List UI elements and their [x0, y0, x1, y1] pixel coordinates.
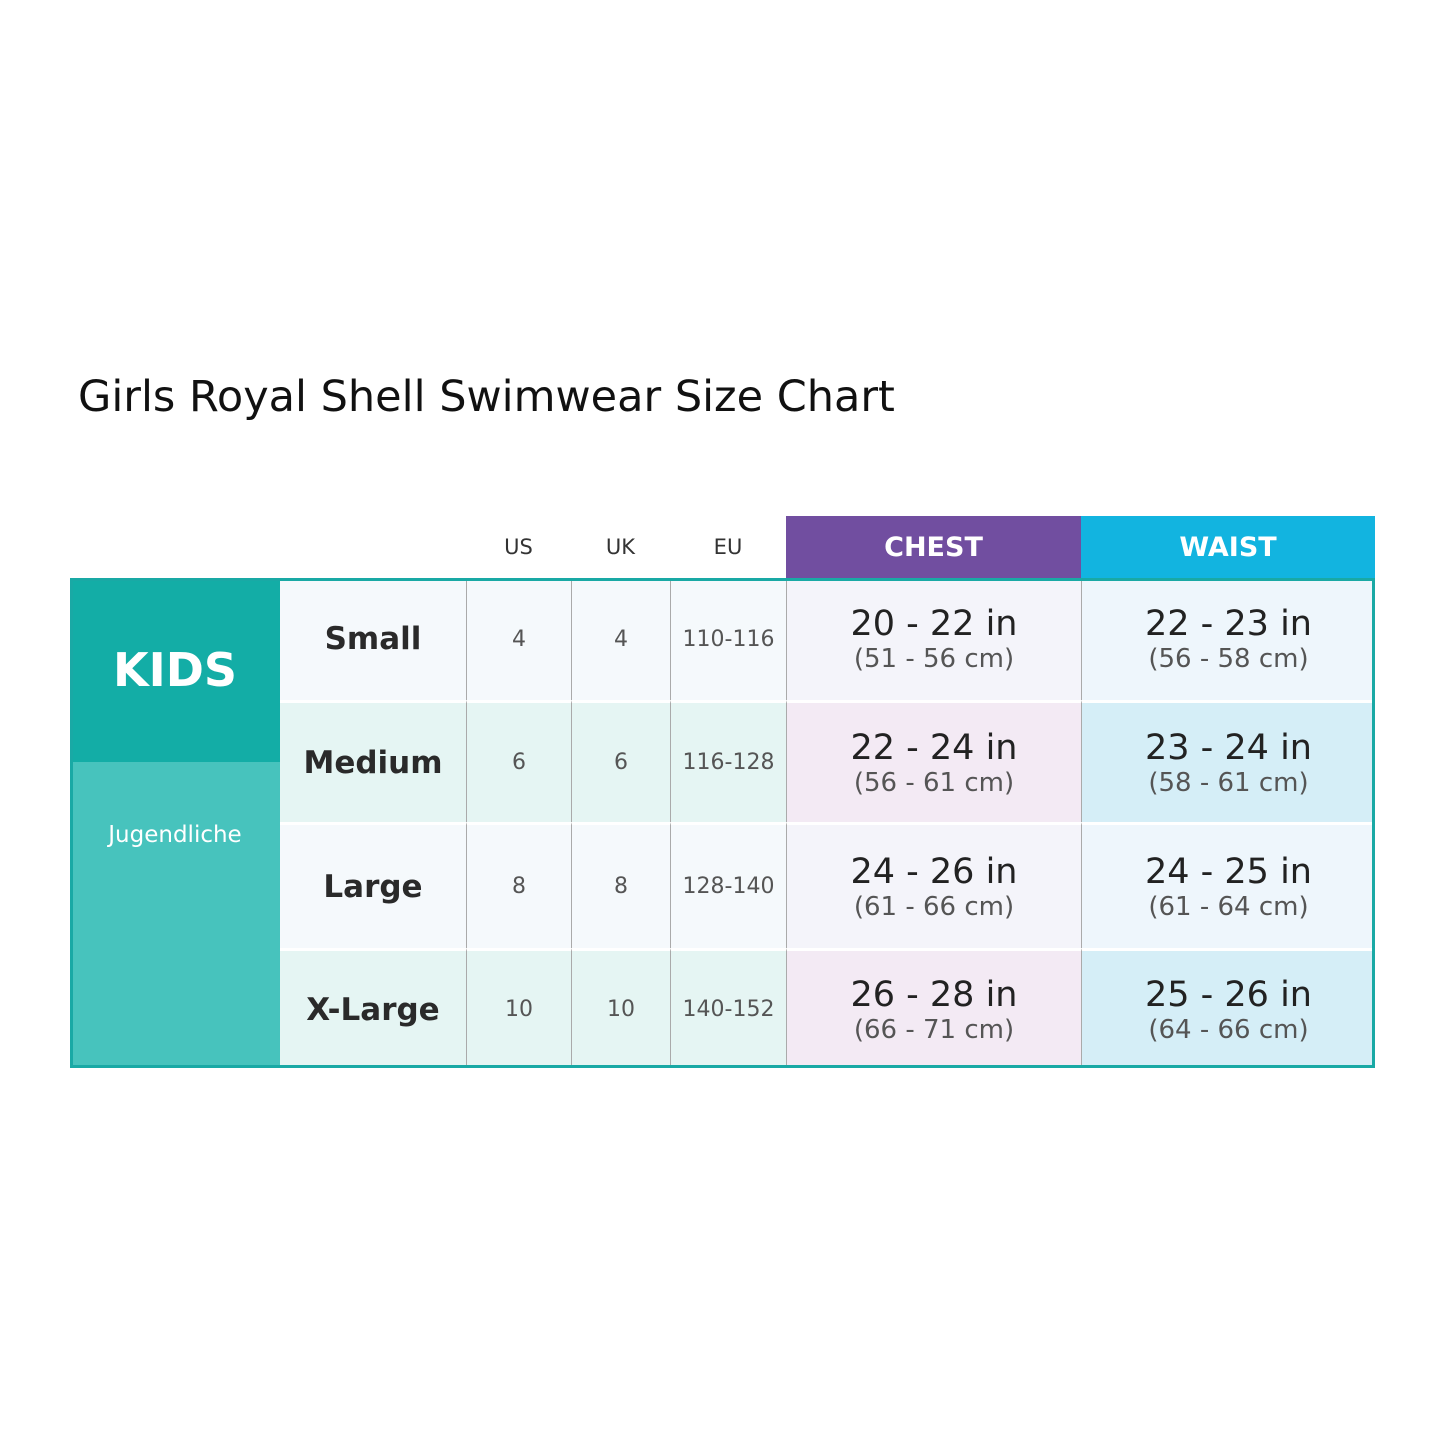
table-cell: 10: [571, 948, 670, 1068]
table-cell: Medium: [280, 700, 466, 822]
table-cell: 4: [466, 578, 571, 700]
size-value: 10: [607, 997, 635, 1022]
table-cell: 26 - 28 in (66 - 71 cm): [786, 948, 1081, 1068]
measure-in: 23 - 24 in: [1145, 727, 1312, 768]
size-name: Large: [323, 868, 423, 905]
measure-in: 26 - 28 in: [850, 974, 1018, 1015]
column-header: EU: [670, 516, 786, 578]
table-cell: 8: [466, 822, 571, 948]
table-cell: 116-128: [670, 700, 786, 822]
size-value: 128-140: [682, 874, 775, 899]
size-value: 4: [614, 626, 628, 652]
column-header: UK: [571, 516, 670, 578]
table-cell: 4: [571, 578, 670, 700]
table-cell: Small: [280, 578, 466, 700]
measure-in: 25 - 26 in: [1145, 974, 1312, 1015]
column-header: US: [466, 516, 571, 578]
size-value: 116-128: [682, 750, 775, 775]
table-cell: Large: [280, 822, 466, 948]
size-value: 6: [614, 750, 628, 775]
table-cell: X-Large: [280, 948, 466, 1068]
size-value: 8: [512, 874, 526, 899]
group-sublabel: Jugendliche: [70, 762, 280, 1068]
measure-cm: (56 - 58 cm): [1148, 644, 1309, 674]
size-value: 8: [614, 874, 628, 899]
size-name: Small: [324, 621, 422, 657]
table-cell: 140-152: [670, 948, 786, 1068]
table-cell: 23 - 24 in (58 - 61 cm): [1081, 700, 1375, 822]
column-header: CHEST: [786, 516, 1081, 578]
measure-cm: (61 - 64 cm): [1148, 891, 1309, 922]
size-name: Medium: [303, 744, 443, 781]
size-value: 110-116: [682, 626, 775, 652]
size-value: 6: [512, 750, 526, 775]
table-cell: 6: [571, 700, 670, 822]
size-value: 140-152: [682, 997, 775, 1022]
table-cell: 22 - 24 in (56 - 61 cm): [786, 700, 1081, 822]
measure-cm: (66 - 71 cm): [853, 1014, 1015, 1045]
group-title: KIDS: [112, 643, 238, 697]
table-cell: 10: [466, 948, 571, 1068]
header-label: CHEST: [884, 531, 983, 563]
group-label: KIDS: [70, 578, 280, 762]
table-cell: 20 - 22 in (51 - 56 cm): [786, 578, 1081, 700]
table-cell: 24 - 26 in (61 - 66 cm): [786, 822, 1081, 948]
column-header: WAIST: [1081, 516, 1375, 578]
header-label: UK: [605, 535, 636, 559]
measure-cm: (56 - 61 cm): [853, 767, 1015, 798]
table-cell: 8: [571, 822, 670, 948]
measure-in: 20 - 22 in: [850, 604, 1018, 644]
measure-cm: (58 - 61 cm): [1148, 767, 1309, 798]
measure-in: 24 - 26 in: [850, 851, 1018, 892]
group-subtitle: Jugendliche: [108, 822, 242, 848]
size-value: 4: [512, 626, 526, 652]
size-value: 10: [505, 997, 533, 1022]
header-label: EU: [713, 535, 743, 559]
header-label: US: [504, 535, 533, 559]
size-name: X-Large: [306, 991, 440, 1028]
table-cell: 128-140: [670, 822, 786, 948]
table-cell: 25 - 26 in (64 - 66 cm): [1081, 948, 1375, 1068]
measure-in: 22 - 24 in: [850, 727, 1018, 768]
table-cell: 110-116: [670, 578, 786, 700]
measure-cm: (64 - 66 cm): [1148, 1014, 1309, 1045]
measure-cm: (51 - 56 cm): [853, 644, 1015, 674]
header-label: WAIST: [1179, 531, 1277, 563]
title: Girls Royal Shell Swimwear Size Chart: [78, 372, 895, 422]
measure-in: 24 - 25 in: [1145, 851, 1312, 892]
table-cell: 6: [466, 700, 571, 822]
table-border: [70, 578, 1375, 1068]
measure-cm: (61 - 66 cm): [853, 891, 1015, 922]
table-cell: 24 - 25 in (61 - 64 cm): [1081, 822, 1375, 948]
table-cell: 22 - 23 in (56 - 58 cm): [1081, 578, 1375, 700]
measure-in: 22 - 23 in: [1145, 604, 1312, 644]
